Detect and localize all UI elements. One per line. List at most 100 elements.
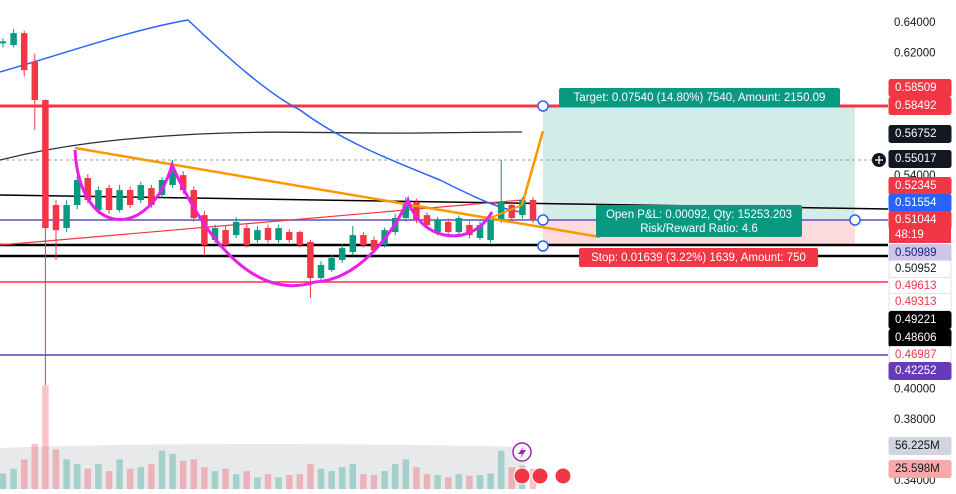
- candle-body: [31, 61, 39, 100]
- volume-bar: [95, 464, 102, 489]
- price-badge-label: 0.51554: [895, 197, 937, 209]
- price-badge-label: 25.598M: [895, 463, 940, 475]
- volume-bar: [243, 471, 251, 489]
- volume-bar: [190, 459, 198, 489]
- candle-body: [360, 235, 367, 246]
- candle-body: [190, 190, 198, 219]
- price-badge: [888, 79, 952, 97]
- candle-body: [126, 190, 134, 206]
- candle-body: [275, 228, 282, 240]
- candle-body: [307, 241, 314, 279]
- candle-body: [42, 99, 49, 229]
- candle-body: [254, 230, 261, 240]
- volume-bar: [52, 449, 60, 489]
- price-badge: [888, 150, 952, 168]
- volume-bar: [476, 474, 484, 489]
- volume-bar: [307, 464, 314, 489]
- candle-body: [169, 170, 176, 186]
- volume-bar: [455, 474, 463, 489]
- candle-body: [317, 265, 325, 279]
- volume-bar: [42, 385, 49, 489]
- candle-body: [487, 218, 494, 240]
- flag-icon[interactable]: [554, 467, 572, 485]
- volume-bar: [423, 474, 431, 489]
- volume-bar: [381, 471, 388, 489]
- price-badge-label: 0.58509: [895, 82, 937, 94]
- price-badge-label: 0.58492: [895, 100, 937, 112]
- price-badge-label: 0.56752: [895, 128, 937, 140]
- volume-bar: [211, 471, 219, 489]
- volume-bar: [0, 473, 7, 489]
- volume-bar: [317, 468, 325, 489]
- price-badge-label: 0.42252: [895, 365, 937, 377]
- candle-body: [137, 185, 145, 200]
- volume-bar: [222, 468, 229, 489]
- cup-pattern: [73, 149, 494, 288]
- volume-bar: [179, 460, 187, 489]
- volume-bar: [20, 459, 28, 489]
- candle-body: [0, 41, 7, 44]
- stop-label-box: [579, 248, 818, 267]
- ma-line: [0, 19, 523, 213]
- candle-body: [476, 225, 484, 239]
- volume-bar: [275, 477, 282, 489]
- candle-body: [444, 221, 452, 233]
- candle-body: [466, 225, 473, 236]
- handle[interactable]: [849, 214, 861, 226]
- target-zone: [543, 106, 855, 220]
- candle-body: [529, 199, 537, 220]
- countdown: 48:19: [895, 229, 924, 241]
- handle[interactable]: [537, 214, 549, 226]
- candle-body: [211, 228, 219, 240]
- volume-layer: [0, 385, 537, 489]
- price-badge-label: 56.225M: [895, 440, 940, 452]
- volume-bar: [169, 453, 176, 489]
- badge-layer: 0.58509 0.58492 0.56752 0.55017 0.52345 0.515…: [888, 79, 952, 478]
- volume-bar: [487, 473, 494, 489]
- volume-bar: [105, 471, 113, 489]
- volume-bar: [148, 464, 155, 489]
- price-badge: [888, 97, 952, 115]
- volume-bar: [466, 475, 473, 489]
- volume-bar: [10, 468, 17, 489]
- candle-body: [63, 205, 70, 229]
- flag-icon[interactable]: [531, 467, 549, 485]
- price-badge: [888, 293, 952, 311]
- price-badge-label: 0.49221: [895, 314, 937, 326]
- candle-body: [84, 178, 92, 200]
- price-badge-label: 0.50952: [895, 263, 937, 275]
- y-tick-label: 0.40000: [894, 383, 936, 395]
- candle-body: [508, 205, 516, 219]
- price-badge-label: 0.46987: [895, 349, 937, 361]
- volume-bar: [391, 464, 399, 489]
- price-badge-label: 0.49613: [895, 280, 937, 292]
- volume-bar: [508, 467, 516, 489]
- price-badge: [888, 362, 952, 380]
- pnl-label: Open P&L: 0.00092, Qty: 15253.203: [606, 209, 792, 221]
- candle-body: [73, 179, 81, 206]
- price-badge-label: 0.51044: [895, 214, 937, 226]
- handle[interactable]: [537, 240, 549, 252]
- y-tick-label: 0.62000: [894, 48, 936, 60]
- candle-body: [201, 215, 208, 246]
- price-badge-label: 0.50989: [895, 247, 937, 259]
- candle-body: [116, 190, 123, 211]
- price-badge: [888, 311, 952, 329]
- candle-body: [497, 201, 505, 220]
- pnl-label-box: [596, 205, 802, 237]
- target-label: Target: 0.07540 (14.80%) 7540, Amount: 2…: [574, 92, 826, 104]
- candle-body: [10, 33, 17, 46]
- candle-body: [222, 230, 229, 246]
- candle-body: [338, 248, 346, 260]
- volume-bar: [497, 450, 505, 489]
- trendline: [0, 199, 523, 246]
- candle-body: [434, 219, 441, 233]
- candle-body: [20, 33, 28, 71]
- candle-body: [370, 239, 378, 251]
- handle[interactable]: [537, 100, 549, 112]
- flag-icon[interactable]: [513, 467, 531, 485]
- candle-body: [328, 258, 335, 271]
- ma-line: [0, 131, 523, 161]
